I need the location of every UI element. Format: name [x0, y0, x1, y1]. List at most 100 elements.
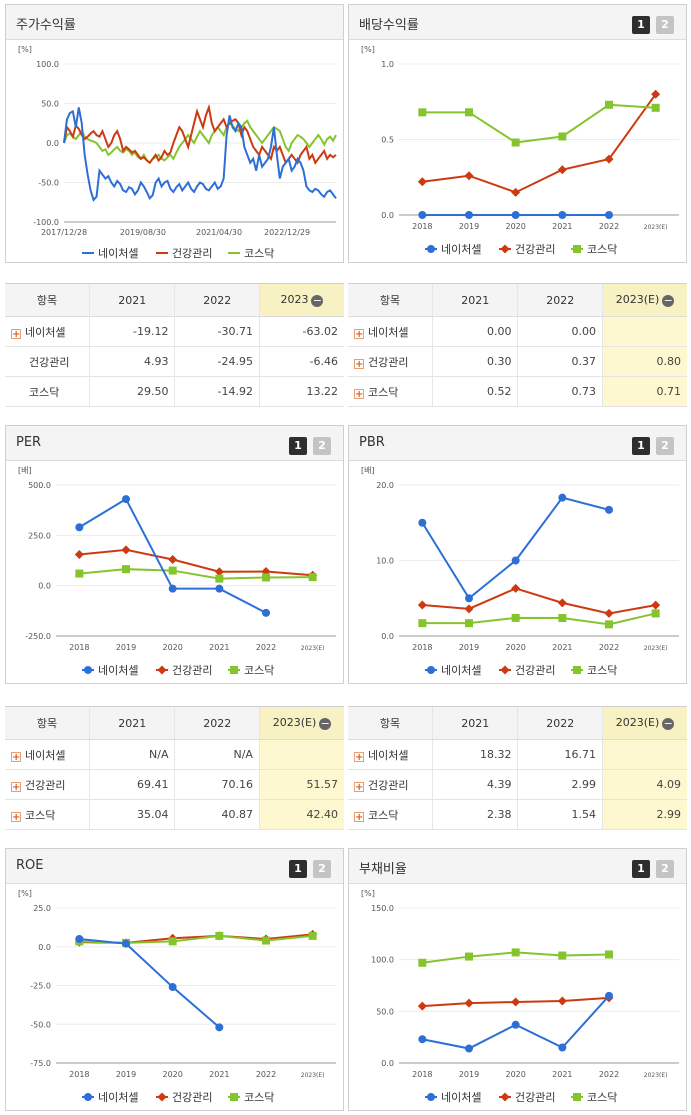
- toggle-button-2[interactable]: 2: [656, 437, 674, 455]
- expand-plus-icon[interactable]: +: [11, 328, 21, 340]
- data-point: [605, 100, 613, 109]
- x-tick-label: 2020: [505, 1070, 525, 1079]
- table-header-cell: 2023(E) −: [258, 706, 344, 740]
- legend-label-s3: 코스닥: [244, 247, 274, 260]
- table-cell: -30.71: [174, 316, 260, 347]
- toggle-button-1[interactable]: 1: [289, 860, 307, 878]
- y-tick-label: -50.0: [30, 1020, 51, 1029]
- y-tick-label: 0.5: [381, 136, 394, 145]
- series-s2: [417, 993, 614, 1011]
- toggle-button-1[interactable]: 1: [289, 437, 307, 455]
- legend-marker-s2: [500, 244, 510, 254]
- table-header-cell: 항목: [348, 283, 433, 317]
- toggle-button-2[interactable]: 2: [313, 437, 331, 455]
- axis-unit: [%]: [361, 889, 375, 898]
- table-cell: 4.93: [88, 346, 175, 377]
- expand-plus-icon[interactable]: +: [354, 751, 364, 763]
- expand-plus-icon[interactable]: +: [354, 388, 364, 400]
- header-label: 2022: [203, 716, 232, 730]
- legend-marker-s3: [230, 666, 238, 674]
- table-cell: 29.50: [88, 376, 175, 407]
- table-cell: 40.87: [174, 799, 260, 830]
- header-label: 2022: [203, 293, 232, 307]
- toggle-button-2[interactable]: 2: [656, 16, 674, 34]
- data-point: [511, 997, 521, 1007]
- data-point: [74, 549, 84, 559]
- x-tick-label: 2018: [412, 643, 432, 652]
- data-point: [168, 983, 177, 992]
- row-label: 건강관리: [368, 355, 409, 369]
- expand-plus-icon[interactable]: +: [11, 811, 21, 823]
- chart-legend: 네이처셀 건강관리 코스닥: [425, 243, 617, 256]
- panel-title: PBR: [359, 435, 385, 450]
- row-label-cell: + 네이처셀: [5, 739, 90, 770]
- collapse-icon[interactable]: −: [319, 717, 332, 730]
- legend-marker-s3: [573, 1093, 581, 1101]
- row-label-cell: + 네이처셀: [5, 316, 90, 347]
- toggle-button-1[interactable]: 1: [632, 16, 650, 34]
- table-header-cell: 항목: [5, 706, 90, 740]
- data-point: [215, 584, 224, 593]
- table-cell: -6.46: [258, 346, 344, 377]
- expand-plus-icon[interactable]: +: [354, 781, 364, 793]
- data-point: [418, 619, 427, 628]
- expand-plus-icon[interactable]: +: [354, 358, 364, 370]
- table-header-cell: 2022: [517, 706, 603, 740]
- data-point: [465, 1044, 473, 1053]
- data-point: [308, 573, 317, 582]
- data-point: [465, 108, 473, 117]
- expand-plus-icon[interactable]: +: [11, 781, 21, 793]
- stock-return-table: 항목 2021 2022 2023− + 네이처셀 -19.12 -30.71 -63.02 건강…: [5, 283, 344, 407]
- data-point: [75, 523, 84, 532]
- collapse-icon[interactable]: −: [662, 717, 675, 730]
- toggle-button-2[interactable]: 2: [656, 860, 674, 878]
- data-point: [558, 132, 567, 141]
- row-label: 건강관리: [25, 778, 66, 792]
- legend-marker-s3: [573, 245, 581, 253]
- table-header-cell: 2021: [431, 706, 518, 740]
- data-point: [464, 604, 474, 614]
- legend-marker-s1: [84, 1093, 92, 1101]
- series-line-s3: [422, 103, 656, 144]
- data-point: [557, 165, 567, 175]
- legend-label-s2: 건강관리: [515, 243, 555, 256]
- table-cell: 13.22: [258, 376, 344, 407]
- data-point: [464, 171, 474, 181]
- expand-plus-icon[interactable]: +: [11, 751, 21, 763]
- table-cell: 0.37: [517, 346, 603, 377]
- series-s3: [418, 948, 613, 967]
- legend-label-s2: 건강관리: [515, 1091, 555, 1104]
- data-point: [605, 211, 613, 219]
- expand-plus-icon[interactable]: +: [354, 328, 364, 340]
- table-cell: 18.32: [431, 739, 518, 770]
- row-label: 건강관리: [368, 778, 409, 792]
- x-tick-label: 2018: [69, 643, 89, 652]
- data-point: [651, 600, 661, 610]
- toggle-button-1[interactable]: 1: [632, 437, 650, 455]
- toggle-button-2[interactable]: 2: [313, 860, 331, 878]
- legend-label-s3: 코스닥: [587, 1091, 617, 1104]
- table-row: + 네이처셀 0.00 0.00: [348, 316, 687, 347]
- legend-label-s1: 네이처셀: [98, 1091, 138, 1104]
- table-cell: 42.40: [258, 799, 344, 830]
- data-point: [418, 211, 427, 219]
- y-axis: [배] 500.0 250.0 0.0 -250.0: [18, 466, 336, 641]
- expand-plus-icon[interactable]: +: [354, 811, 364, 823]
- y-axis: [%]25.0 0.0 -25.0 -50.0 -75.0: [18, 889, 336, 1068]
- collapse-icon[interactable]: −: [311, 294, 324, 307]
- y-tick-label: -50.0: [38, 179, 59, 188]
- series-s1: [75, 495, 270, 617]
- data-point: [651, 609, 660, 618]
- x-tick-label: 2020: [162, 1070, 182, 1079]
- collapse-icon[interactable]: −: [662, 294, 675, 307]
- x-axis: 2018 2019 2020 2021 2022 2023(E): [69, 643, 324, 652]
- data-point: [651, 89, 661, 99]
- toggle-button-1[interactable]: 1: [632, 860, 650, 878]
- legend-label-s3: 코스닥: [587, 664, 617, 677]
- chart-legend: 네이처셀 건강관리 코스닥: [425, 664, 617, 677]
- table-header-cell: 항목: [348, 706, 433, 740]
